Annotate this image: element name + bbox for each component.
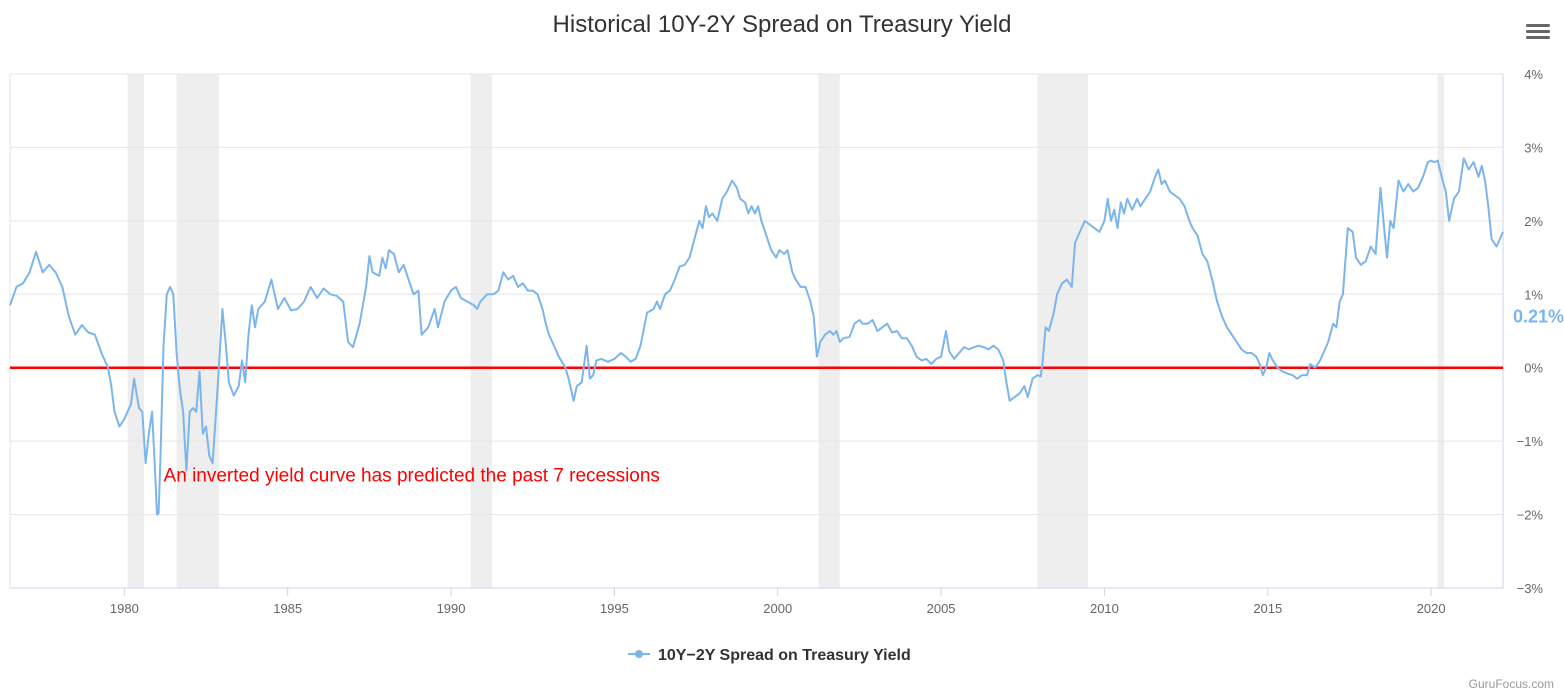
credit-text[interactable]: GuruFocus.com bbox=[1469, 677, 1554, 691]
x-tick-label: 2005 bbox=[927, 601, 956, 616]
y-tick-label: 2% bbox=[1524, 214, 1543, 229]
y-tick-label: 4% bbox=[1524, 67, 1543, 82]
recession-band-2 bbox=[176, 74, 220, 588]
recession-band-3 bbox=[470, 74, 492, 588]
last-value-label: 0.21% bbox=[1513, 306, 1564, 326]
x-tick-label: 1990 bbox=[437, 601, 466, 616]
y-tick-label: 0% bbox=[1524, 361, 1543, 376]
x-tick-label: 1995 bbox=[600, 601, 629, 616]
x-tick-label: 2015 bbox=[1253, 601, 1282, 616]
x-tick-label: 2010 bbox=[1090, 601, 1119, 616]
recession-bands bbox=[127, 74, 1445, 588]
y-tick-label: −2% bbox=[1517, 508, 1544, 523]
legend-dot-marker bbox=[635, 650, 643, 658]
x-tick-label: 1985 bbox=[273, 601, 302, 616]
hamburger-menu-icon[interactable] bbox=[1525, 20, 1551, 46]
x-axis-ticks: 1980 1985 1990 1995 2000 2005 2010 2015 2020 bbox=[10, 587, 1503, 616]
y-tick-label: 1% bbox=[1524, 287, 1543, 302]
x-tick-label: 1980 bbox=[110, 601, 139, 616]
x-tick-label: 2000 bbox=[763, 601, 792, 616]
y-tick-label: −3% bbox=[1517, 581, 1544, 596]
gridlines bbox=[10, 73, 1503, 589]
y-tick-label: −1% bbox=[1517, 434, 1544, 449]
y-tick-label: 3% bbox=[1524, 140, 1543, 155]
y-axis-ticks: 4% 3% 2% 1% 0% −1% −2% −3% bbox=[1517, 67, 1544, 596]
annotation-text: An inverted yield curve has predicted th… bbox=[164, 466, 660, 487]
chart-title: Historical 10Y-2Y Spread on Treasury Yie… bbox=[553, 11, 1012, 38]
x-tick-label: 2020 bbox=[1417, 601, 1446, 616]
legend-label: 10Y−2Y Spread on Treasury Yield bbox=[658, 647, 911, 664]
recession-band-1 bbox=[127, 74, 144, 588]
series-line-spread[interactable] bbox=[9, 157, 1504, 516]
recession-band-6 bbox=[1437, 74, 1445, 588]
legend[interactable]: 10Y−2Y Spread on Treasury Yield bbox=[628, 647, 911, 664]
